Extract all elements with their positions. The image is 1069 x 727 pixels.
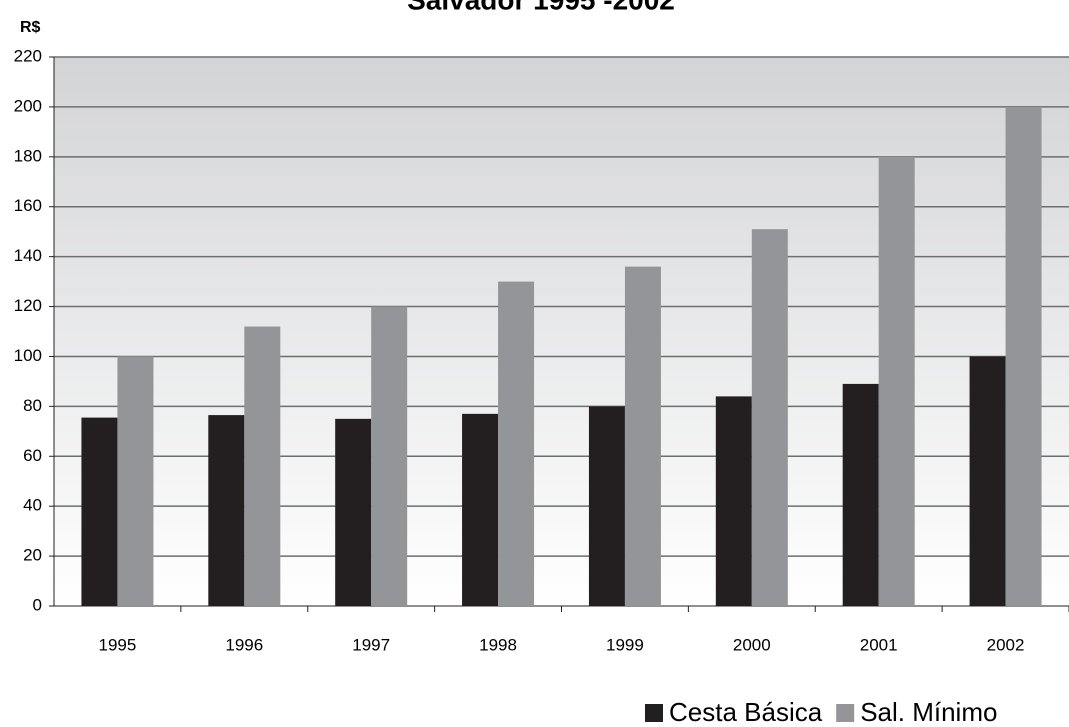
bar xyxy=(969,356,1006,606)
legend-swatch xyxy=(836,704,855,722)
bar xyxy=(715,396,752,606)
bar xyxy=(208,415,245,606)
y-tick-label: 120 xyxy=(14,296,42,315)
x-tick-label: 2001 xyxy=(860,635,898,654)
x-tick-label: 1995 xyxy=(99,635,137,654)
x-tick-label: 1998 xyxy=(479,635,517,654)
plot-area xyxy=(54,57,1069,606)
bar xyxy=(842,383,879,606)
y-tick-label: 40 xyxy=(23,496,42,515)
y-tick-label: 60 xyxy=(23,446,42,465)
x-tick-label: 2000 xyxy=(733,635,771,654)
x-tick-label: 1997 xyxy=(352,635,390,654)
bar xyxy=(81,417,118,606)
bar xyxy=(117,356,154,606)
legend-label: Sal. Mínimo xyxy=(860,697,997,727)
y-tick-label: 180 xyxy=(14,146,42,165)
x-tick-label: 1999 xyxy=(606,635,644,654)
x-tick-label: 2002 xyxy=(987,635,1025,654)
y-tick-label: 160 xyxy=(14,196,42,215)
y-tick-label: 200 xyxy=(14,96,42,115)
y-tick-label: 100 xyxy=(14,346,42,365)
y-tick-label: 20 xyxy=(23,546,42,565)
y-tick-label: 0 xyxy=(33,595,42,614)
y-tick-label: 140 xyxy=(14,246,42,265)
bar xyxy=(462,413,499,606)
legend-label: Cesta Básica xyxy=(669,697,823,727)
y-axis-label: R$ xyxy=(20,19,41,36)
y-tick-label: 80 xyxy=(23,396,42,415)
bar xyxy=(878,156,915,606)
bar xyxy=(335,418,372,606)
bar xyxy=(588,406,625,606)
bar xyxy=(1005,106,1042,606)
bar xyxy=(751,229,788,606)
legend-swatch xyxy=(645,704,663,722)
x-tick-label: 1996 xyxy=(225,635,263,654)
bar xyxy=(244,326,281,606)
chart-title: Salvador 1995 -2002 xyxy=(407,0,675,15)
bar xyxy=(371,306,408,606)
bar xyxy=(624,266,661,606)
y-tick-label: 220 xyxy=(14,46,42,65)
bar xyxy=(498,281,535,606)
